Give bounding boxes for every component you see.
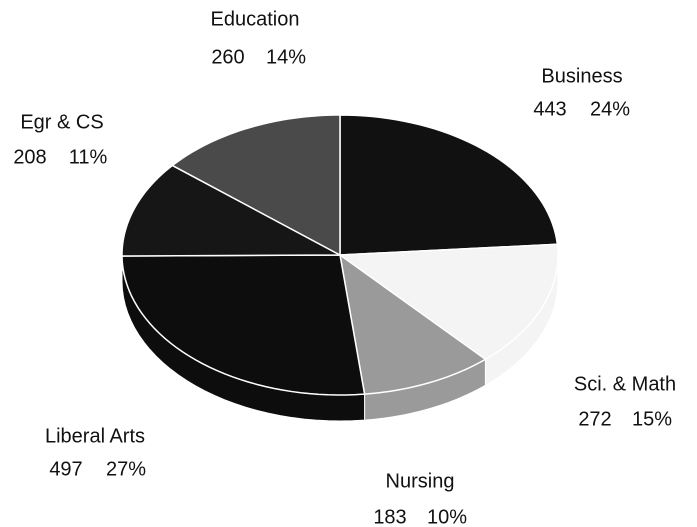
slice (121, 164, 341, 257)
value-label: 208 (13, 146, 46, 168)
percent-label: 11% (69, 146, 108, 168)
percent-label: 14% (266, 46, 306, 68)
slice (339, 114, 559, 256)
percent-label: 27% (106, 458, 146, 480)
slice (171, 114, 341, 257)
slice (337, 243, 559, 361)
slice-label: Egr & CS (20, 111, 103, 133)
value-label: 272 (578, 408, 611, 430)
value-label: 443 (533, 98, 566, 120)
slice-label: Liberal Arts (45, 425, 145, 447)
slice-label: Business (541, 65, 622, 87)
slice-label: Sci. & Math (574, 373, 676, 395)
slice-label: Nursing (386, 470, 455, 492)
slice (338, 253, 487, 395)
percent-label: 24% (590, 98, 630, 120)
slice (121, 254, 366, 396)
percent-label: 10% (427, 506, 467, 527)
value-label: 497 (49, 458, 82, 480)
value-label: 183 (373, 506, 406, 527)
slice-label: Education (211, 8, 300, 30)
percent-label: 15% (632, 408, 672, 430)
value-label: 260 (211, 46, 244, 68)
